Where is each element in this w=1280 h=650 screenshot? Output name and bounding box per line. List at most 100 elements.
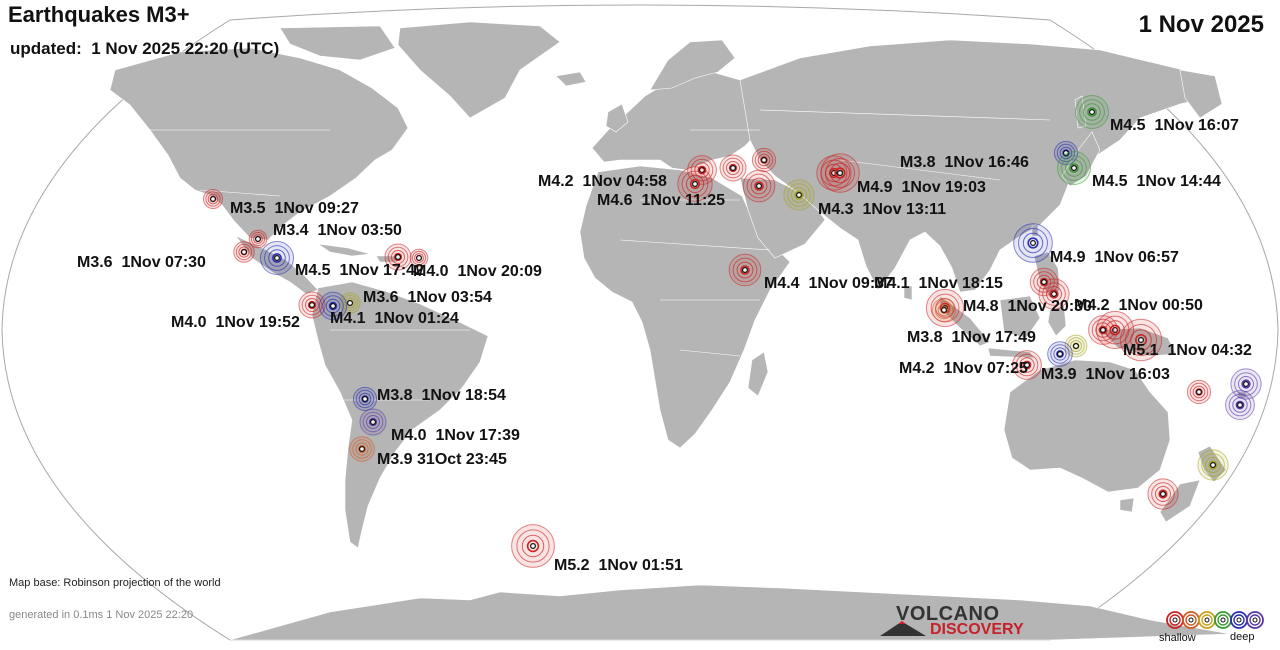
earthquake-labels: M4.5 1Nov 16:07 M3.8 1Nov 16:46 M4.5 1Nov … bbox=[77, 117, 1252, 574]
quake-marker[interactable] bbox=[233, 241, 255, 263]
australia bbox=[1003, 359, 1171, 493]
quake-label: M4.2 1Nov 00:50 bbox=[1074, 297, 1203, 314]
quake-marker[interactable] bbox=[1012, 350, 1042, 380]
legend-ring bbox=[1201, 614, 1213, 626]
quake-label: M4.2 1Nov 07:25 bbox=[899, 360, 1028, 377]
legend-dot bbox=[1204, 617, 1210, 623]
quake-marker[interactable] bbox=[677, 166, 713, 202]
quake-marker-unlabeled[interactable] bbox=[1186, 379, 1212, 405]
quake-marker-unlabeled[interactable] bbox=[1147, 478, 1179, 510]
quake-marker[interactable] bbox=[318, 291, 348, 321]
quake-marker-unlabeled[interactable] bbox=[1095, 310, 1135, 350]
legend-shallow-label: shallow bbox=[1159, 632, 1196, 644]
quake-label: M3.4 1Nov 03:50 bbox=[273, 222, 402, 239]
legend-ring bbox=[1233, 614, 1245, 626]
quake-label: M4.5 1Nov 14:44 bbox=[1092, 173, 1221, 190]
quake-marker-unlabeled[interactable] bbox=[1038, 278, 1070, 310]
quake-marker-unlabeled[interactable] bbox=[1225, 390, 1255, 420]
quake-label: M3.8 1Nov 18:54 bbox=[377, 387, 506, 404]
tasmania bbox=[1119, 497, 1135, 513]
quake-label: M3.8 1Nov 17:49 bbox=[907, 329, 1036, 346]
quake-marker-unlabeled[interactable] bbox=[1064, 334, 1088, 358]
quake-marker[interactable] bbox=[203, 189, 223, 209]
quake-label: M3.6 1Nov 07:30 bbox=[77, 254, 206, 271]
quake-marker[interactable] bbox=[1047, 341, 1073, 367]
quake-marker[interactable] bbox=[1119, 318, 1163, 362]
quake-label: M5.2 1Nov 01:51 bbox=[554, 557, 683, 574]
kamchatka bbox=[1179, 69, 1223, 119]
quake-label: M3.5 1Nov 09:27 bbox=[230, 200, 359, 217]
quake-marker[interactable] bbox=[352, 386, 378, 412]
volcano-icon bbox=[880, 621, 926, 636]
legend-dot bbox=[1236, 617, 1242, 623]
quake-marker[interactable] bbox=[820, 153, 860, 193]
quake-marker[interactable] bbox=[1088, 315, 1118, 345]
quake-label: M4.5 1Nov 16:07 bbox=[1110, 117, 1239, 134]
quake-marker[interactable] bbox=[260, 241, 294, 275]
page-title: Earthquakes M3+ bbox=[8, 2, 190, 27]
quake-marker[interactable] bbox=[298, 291, 326, 319]
quake-label: M3.9 1Nov 16:03 bbox=[1041, 366, 1170, 383]
logo-text-volcano: VOLCANO bbox=[896, 603, 1000, 625]
quake-label: M4.0 1Nov 19:52 bbox=[171, 314, 300, 331]
quake-marker[interactable] bbox=[511, 524, 555, 568]
quake-label: M4.8 1Nov 20:30 bbox=[963, 298, 1092, 315]
quake-marker-unlabeled[interactable] bbox=[751, 147, 777, 173]
updated-timestamp: updated: 1 Nov 2025 22:20 (UTC) bbox=[10, 39, 280, 58]
quake-marker[interactable] bbox=[728, 253, 762, 287]
quake-label: M5.1 1Nov 04:32 bbox=[1123, 342, 1252, 359]
legend-dot bbox=[1172, 617, 1178, 623]
quake-marker[interactable] bbox=[783, 179, 815, 211]
quake-label: M4.5 1Nov 17:42 bbox=[295, 262, 424, 279]
generated-note: generated in 0.1ms 1 Nov 2025 22:20 bbox=[9, 609, 194, 621]
quake-marker[interactable] bbox=[248, 229, 268, 249]
quake-marker[interactable] bbox=[339, 292, 361, 314]
country-borders bbox=[150, 109, 1051, 401]
volcanodiscovery-logo[interactable]: VOLCANO DISCOVERY bbox=[880, 603, 1040, 639]
quake-marker[interactable] bbox=[349, 436, 375, 462]
quake-label: M3.6 1Nov 03:54 bbox=[363, 289, 492, 306]
quake-label: M4.9 1Nov 19:03 bbox=[857, 179, 986, 196]
legend-dot bbox=[1188, 617, 1194, 623]
quake-marker[interactable] bbox=[1013, 223, 1053, 263]
quake-marker[interactable] bbox=[1057, 151, 1091, 185]
quake-marker[interactable] bbox=[359, 408, 387, 436]
landmasses bbox=[109, 21, 1247, 641]
quake-label: M3.8 1Nov 16:46 bbox=[900, 154, 1029, 171]
quake-marker-unlabeled[interactable] bbox=[1197, 449, 1229, 481]
greenland bbox=[397, 21, 561, 119]
earthquake-markers bbox=[203, 95, 1262, 568]
quake-label: M3.9 31Oct 23:45 bbox=[377, 451, 507, 468]
quake-marker[interactable] bbox=[1075, 95, 1109, 129]
legend-ring bbox=[1169, 614, 1181, 626]
legend-ring bbox=[1246, 611, 1264, 629]
depth-legend: shallow deep bbox=[1159, 609, 1272, 649]
britain bbox=[605, 103, 629, 133]
quake-label: M4.1 1Nov 18:15 bbox=[874, 275, 1003, 292]
quake-label: M4.3 1Nov 13:11 bbox=[818, 201, 946, 218]
quake-marker[interactable] bbox=[384, 243, 412, 271]
quake-marker[interactable] bbox=[931, 297, 957, 323]
new-zealand-south bbox=[1159, 479, 1201, 523]
quake-marker-unlabeled[interactable] bbox=[1230, 368, 1262, 400]
logo-text-discovery: DISCOVERY bbox=[930, 621, 1024, 638]
date-heading: 1 Nov 2025 bbox=[1138, 11, 1264, 38]
africa bbox=[579, 165, 791, 449]
madagascar bbox=[747, 351, 769, 397]
quake-marker[interactable] bbox=[1029, 267, 1059, 297]
legend-dot bbox=[1252, 617, 1258, 623]
borneo bbox=[999, 295, 1041, 339]
map-base-note: Map base: Robinson projection of the wor… bbox=[9, 577, 221, 589]
quake-marker-unlabeled[interactable] bbox=[409, 248, 429, 268]
quake-label: M4.2 1Nov 04:58 bbox=[538, 173, 667, 190]
north-america bbox=[109, 47, 409, 241]
depth-legend-rings bbox=[1166, 611, 1264, 629]
quake-marker-unlabeled[interactable] bbox=[719, 154, 747, 182]
legend-dot bbox=[1220, 617, 1226, 623]
legend-ring bbox=[1217, 614, 1229, 626]
legend-deep-label: deep bbox=[1230, 631, 1255, 643]
quake-marker[interactable] bbox=[687, 155, 717, 185]
quake-marker-unlabeled[interactable] bbox=[742, 169, 776, 203]
quake-label: M4.1 1Nov 01:24 bbox=[330, 310, 459, 327]
